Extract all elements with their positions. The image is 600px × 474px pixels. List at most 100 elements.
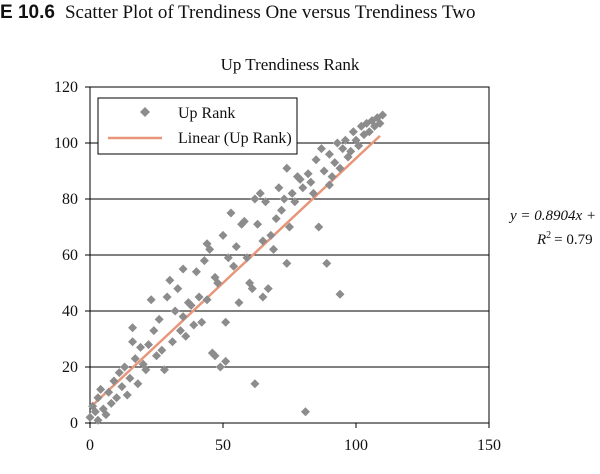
data-point — [274, 183, 284, 193]
data-point — [290, 197, 300, 207]
data-point — [194, 292, 204, 302]
data-point — [218, 230, 228, 240]
data-point — [242, 253, 252, 263]
data-point — [324, 149, 334, 159]
data-point — [332, 138, 342, 148]
data-point — [191, 267, 201, 277]
data-point — [231, 242, 241, 252]
data-point — [229, 261, 239, 271]
data-point — [263, 284, 273, 294]
y-tick-label-100: 100 — [54, 135, 78, 152]
data-point — [146, 295, 156, 305]
data-point — [285, 222, 294, 232]
data-point — [266, 230, 276, 240]
data-point — [120, 362, 130, 372]
data-point — [226, 208, 236, 218]
data-point — [314, 222, 324, 232]
data-point — [186, 300, 196, 310]
data-point — [117, 382, 127, 392]
data-point — [170, 306, 180, 316]
data-point — [205, 244, 215, 254]
data-point — [85, 412, 95, 422]
data-point — [319, 166, 329, 176]
data-point — [93, 415, 103, 425]
data-point — [213, 278, 223, 288]
y-tick-label-120: 120 — [54, 79, 78, 96]
data-point — [144, 340, 154, 350]
data-point — [247, 284, 257, 294]
data-point — [96, 384, 106, 394]
data-point — [128, 323, 138, 333]
data-point — [338, 144, 348, 154]
data-point — [303, 169, 313, 179]
data-point — [306, 177, 316, 187]
data-point — [298, 183, 308, 193]
chart-title: Up Trendiness Rank — [221, 55, 360, 74]
data-point — [322, 258, 332, 268]
x-tick-label-150: 150 — [477, 437, 501, 454]
data-point — [197, 317, 207, 327]
y-tick-label-0: 0 — [70, 415, 78, 432]
legend-entry-linear: Linear (Up Rank) — [178, 130, 292, 147]
r-squared-symbol: R — [536, 232, 546, 248]
axes: 0 20 40 60 80 100 120 0 50 100 150 — [54, 79, 501, 454]
data-point — [101, 410, 111, 420]
data-point — [327, 172, 337, 182]
data-point — [221, 356, 231, 366]
data-point — [250, 194, 260, 204]
data-point — [324, 180, 334, 190]
figure-caption-text: Scatter Plot of Trendiness One versus Tr… — [64, 2, 476, 23]
data-point — [258, 236, 268, 246]
data-point — [335, 163, 345, 173]
trendline-layer — [89, 134, 381, 409]
data-point — [125, 373, 135, 383]
data-point — [300, 407, 310, 417]
data-point — [271, 214, 281, 224]
data-point — [165, 275, 175, 285]
data-point — [330, 158, 340, 168]
data-point — [90, 407, 100, 417]
data-point — [181, 331, 191, 341]
data-point — [167, 337, 177, 347]
data-point — [348, 127, 358, 137]
data-point — [316, 144, 326, 154]
data-point — [308, 188, 318, 198]
data-point — [239, 216, 249, 226]
data-point — [295, 174, 305, 184]
y-tick-label-40: 40 — [62, 303, 78, 320]
data-point — [93, 393, 103, 403]
data-point — [253, 219, 263, 229]
data-point — [221, 317, 231, 327]
y-tick-label-80: 80 — [62, 191, 78, 208]
plot-frame — [89, 86, 490, 424]
data-point — [364, 127, 374, 137]
figure-caption: E 10.6 Scatter Plot of Trendiness One ver… — [0, 2, 475, 24]
data-point — [175, 326, 185, 336]
data-point — [202, 295, 212, 305]
data-point — [346, 146, 356, 156]
data-point — [375, 118, 385, 128]
data-point — [112, 393, 122, 403]
data-point — [114, 368, 124, 378]
data-point — [178, 312, 188, 322]
data-point — [128, 337, 138, 347]
y-tick-label-60: 60 — [62, 247, 78, 264]
data-point — [173, 284, 183, 294]
data-point — [279, 194, 289, 204]
data-point — [215, 362, 225, 372]
data-point — [136, 342, 146, 352]
data-point — [269, 244, 279, 254]
data-point — [311, 155, 321, 165]
y-tick-label-20: 20 — [62, 359, 78, 376]
data-point — [258, 292, 268, 302]
data-point — [287, 188, 297, 198]
data-point — [178, 264, 188, 274]
data-point — [282, 163, 292, 173]
r-squared-value: = 0.79 — [554, 232, 592, 248]
data-point — [354, 141, 364, 151]
data-point — [199, 256, 209, 266]
x-tick-label-100: 100 — [344, 437, 368, 454]
data-point — [122, 390, 132, 400]
data-point — [157, 345, 167, 355]
